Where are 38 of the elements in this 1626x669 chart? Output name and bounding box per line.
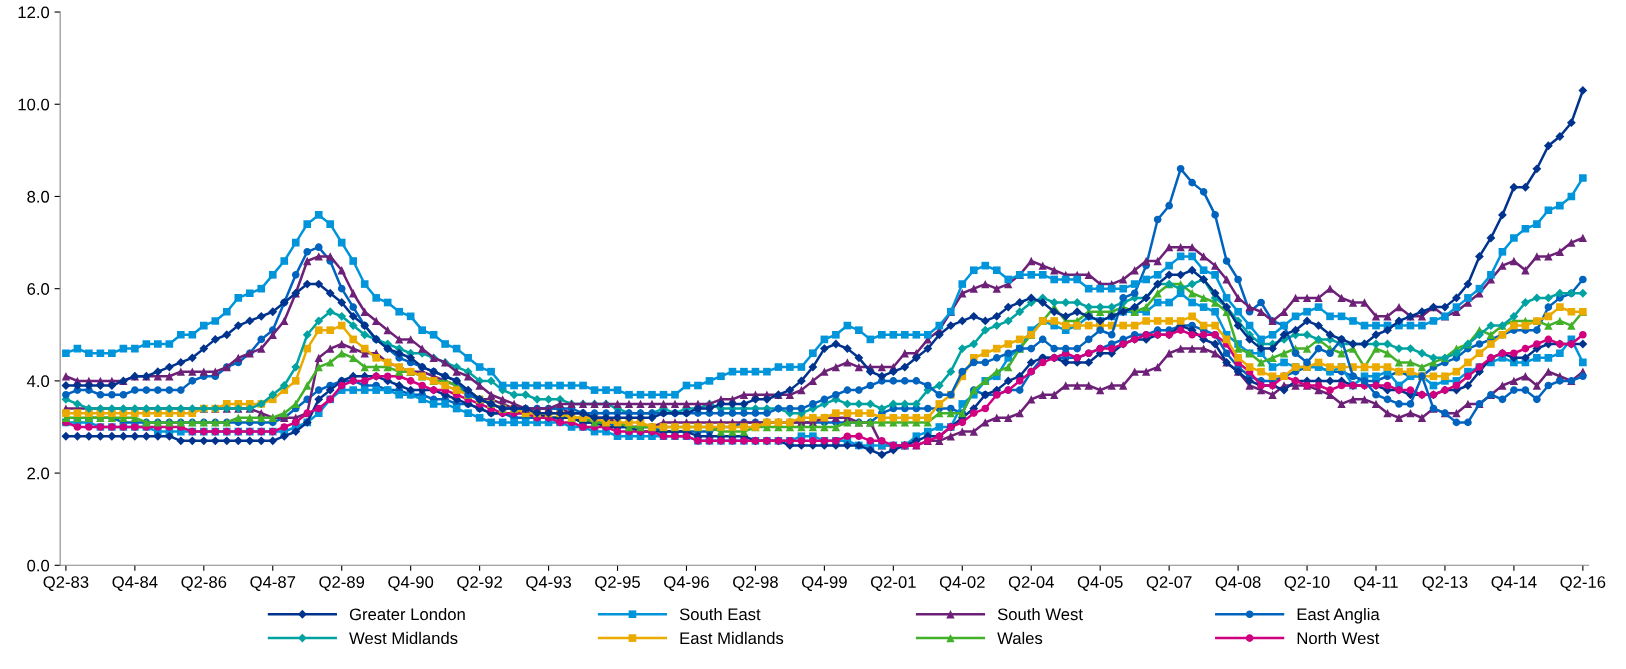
legend-label: Greater London (349, 607, 465, 621)
x-tick-label: Q2-16 (1560, 576, 1606, 591)
legend-label: East Anglia (1297, 607, 1380, 624)
legend-label: East Midlands (680, 631, 784, 645)
y-tick-label: 10.0 (18, 98, 50, 111)
x-tick-label: Q2-04 (1008, 576, 1054, 591)
x-tick-label: Q2-13 (1422, 576, 1468, 591)
legend-label: Wales (997, 631, 1043, 645)
y-tick-label: 0.0 (27, 559, 50, 572)
x-tick-label: Q2-83 (43, 576, 89, 591)
legend-label: South East (679, 607, 761, 621)
x-tick-label: Q4-87 (250, 576, 296, 591)
y-tick-label: 2.0 (27, 467, 50, 480)
x-tick-label: Q2-86 (181, 576, 227, 591)
x-tick-label: Q2-01 (870, 576, 916, 591)
x-tick-label: Q4-93 (526, 576, 571, 591)
x-tick-label: Q2-98 (733, 576, 778, 591)
x-tick-label: Q2-89 (319, 576, 365, 591)
x-tick-label: Q2-92 (457, 576, 502, 591)
x-tick-label: Q4-11 (1354, 576, 1398, 591)
x-tick-label: Q2-10 (1284, 576, 1330, 591)
x-tick-label: Q4-99 (802, 576, 847, 591)
x-tick-label: Q2-07 (1146, 576, 1192, 591)
y-tick-label: 8.0 (27, 190, 50, 203)
y-tick-label: 12.0 (18, 6, 50, 19)
x-tick-label: Q2-95 (595, 576, 640, 591)
x-tick-label: Q4-90 (388, 576, 434, 591)
legend-label: South West (997, 607, 1083, 621)
legend-label: North West (1297, 631, 1380, 645)
y-tick-label: 6.0 (27, 283, 50, 295)
x-tick-label: Q4-05 (1077, 576, 1123, 591)
x-tick-label: Q4-14 (1491, 576, 1537, 591)
x-tick-label: Q4-08 (1215, 576, 1261, 591)
x-tick-label: Q4-02 (939, 576, 985, 591)
x-tick-label: Q4-84 (112, 576, 158, 591)
y-tick-label: 4.0 (26, 375, 50, 388)
x-tick-label: Q4-96 (664, 576, 709, 591)
legend-label: West Midlands (349, 631, 458, 645)
